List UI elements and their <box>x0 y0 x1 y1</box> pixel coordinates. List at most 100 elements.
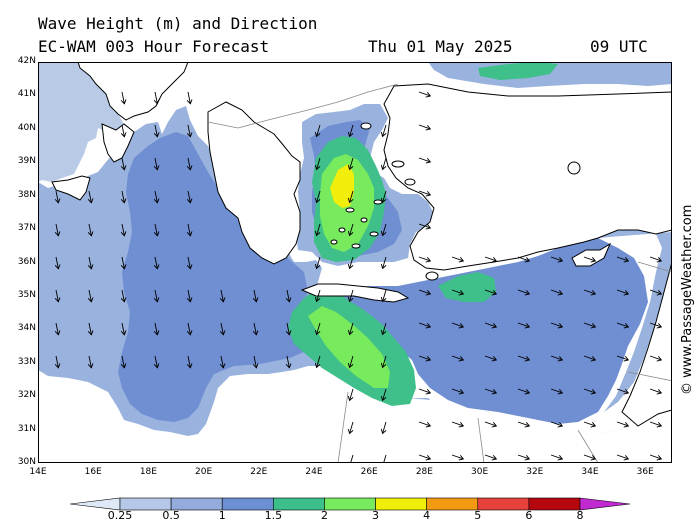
wave-direction-arrow <box>55 223 59 236</box>
wave-direction-arrow <box>121 355 125 368</box>
sea-aegean-yellow <box>330 164 354 208</box>
wave-direction-arrow <box>121 91 125 104</box>
lat-tick-label: 40N <box>17 122 36 133</box>
wave-direction-arrow <box>550 256 563 262</box>
wave-direction-arrow <box>583 289 596 295</box>
wave-direction-arrowhead <box>458 422 465 428</box>
wave-direction-arrow <box>349 157 354 170</box>
wave-direction-arrowhead <box>347 230 354 237</box>
wave-direction-arrow <box>517 454 530 460</box>
wave-direction-arrow <box>550 421 563 427</box>
land-levant <box>621 261 672 427</box>
lat-tick-label: 37N <box>17 223 36 234</box>
wave-direction-arrowhead <box>425 356 432 362</box>
wave-direction-arrowhead <box>380 395 387 402</box>
wave-direction-arrow <box>316 223 321 236</box>
wave-direction-arrow <box>649 256 662 262</box>
wave-map <box>38 62 672 463</box>
wave-direction-arrow <box>220 289 224 302</box>
wave-direction-arrowhead <box>186 297 193 303</box>
wave-direction-arrowhead <box>314 131 321 138</box>
wave-direction-arrow <box>451 355 464 361</box>
wave-direction-arrow <box>649 454 662 460</box>
wave-direction-arrow <box>517 388 530 394</box>
wave-direction-arrow <box>154 322 158 335</box>
wave-direction-arrowhead <box>87 330 94 336</box>
wave-direction-arrowhead <box>380 131 387 138</box>
wave-direction-arrowhead <box>491 389 498 395</box>
wave-direction-arrowhead <box>425 224 432 230</box>
wave-direction-arrow <box>616 421 629 427</box>
wave-direction-arrowhead <box>153 198 160 204</box>
wave-direction-arrow <box>316 289 321 302</box>
wave-direction-arrowhead <box>425 125 432 131</box>
lat-tick-label: 30N <box>17 457 36 467</box>
wave-direction-arrowhead <box>347 263 354 270</box>
wave-direction-arrow <box>583 355 596 361</box>
wave-direction-arrowhead <box>285 330 292 336</box>
wave-direction-arrowhead <box>347 296 354 303</box>
wave-direction-arrowhead <box>314 362 321 369</box>
wave-direction-arrowhead <box>120 264 127 270</box>
wave-direction-arrowhead <box>285 363 292 369</box>
wave-direction-arrow <box>349 223 354 236</box>
wave-direction-arrow <box>616 256 629 262</box>
legend-label: 2 <box>320 509 328 522</box>
wave-direction-arrowhead <box>656 257 663 263</box>
wave-direction-arrowhead <box>120 231 127 237</box>
wave-direction-arrowhead <box>120 99 127 105</box>
wave-direction-arrow <box>154 256 158 269</box>
wave-direction-arrowhead <box>186 264 193 270</box>
wave-direction-arrow <box>550 355 563 361</box>
wave-direction-arrow <box>253 289 257 302</box>
lon-tick-label: 14E <box>29 467 47 477</box>
wave-direction-arrowhead <box>120 198 127 204</box>
lon-tick-label: 20E <box>195 467 213 477</box>
wave-direction-arrow <box>382 355 387 368</box>
wave-direction-arrow <box>121 190 125 203</box>
wave-direction-arrow <box>649 322 662 328</box>
wave-direction-arrowhead <box>557 290 564 296</box>
wave-direction-arrowhead <box>347 164 354 171</box>
wave-direction-arrow <box>316 355 321 368</box>
wave-direction-arrow <box>154 91 158 104</box>
forecast-subtitle: EC-WAM 003 Hour Forecast <box>38 37 270 56</box>
wave-direction-arrowhead <box>87 297 94 303</box>
wave-direction-arrowhead <box>153 363 160 369</box>
wave-direction-arrowhead <box>380 164 387 171</box>
wave-direction-arrow <box>121 256 125 269</box>
wave-direction-arrowhead <box>314 296 321 303</box>
wave-direction-arrowhead <box>120 363 127 369</box>
sea-central-band <box>118 132 308 422</box>
wave-direction-arrow <box>187 223 191 236</box>
wave-direction-arrowhead <box>380 263 387 270</box>
wave-direction-arrow <box>517 355 530 361</box>
wave-direction-arrow <box>382 421 387 434</box>
wave-direction-arrowhead <box>186 231 193 237</box>
wave-direction-arrow <box>616 388 629 394</box>
wave-direction-arrow <box>451 454 464 460</box>
wave-direction-arrowhead <box>219 363 226 369</box>
wave-direction-arrowhead <box>120 297 127 303</box>
lat-tick-label: 41N <box>17 89 36 100</box>
wave-direction-arrowhead <box>252 330 259 336</box>
wave-direction-arrowhead <box>347 395 354 402</box>
wave-direction-arrowhead <box>314 164 321 171</box>
wave-direction-arrowhead <box>425 422 432 428</box>
wave-direction-arrow <box>286 289 290 302</box>
lon-tick-label: 28E <box>415 467 433 477</box>
forecast-date: Thu 01 May 2025 <box>368 37 513 56</box>
wave-direction-arrowhead <box>120 165 127 171</box>
wave-direction-arrowhead <box>252 363 259 369</box>
wave-direction-arrow <box>187 322 191 335</box>
credit-text: © www.PassageWeather.com <box>680 204 695 395</box>
wave-direction-arrowhead <box>285 297 292 303</box>
wave-direction-arrowhead <box>347 197 354 204</box>
wave-direction-arrow <box>484 454 497 460</box>
wave-direction-arrowhead <box>623 356 630 362</box>
wave-direction-arrow <box>616 289 629 295</box>
wave-direction-arrow <box>484 256 497 262</box>
wave-direction-arrow <box>55 355 59 368</box>
wave-direction-arrow <box>316 256 321 269</box>
wave-direction-arrowhead <box>87 264 94 270</box>
